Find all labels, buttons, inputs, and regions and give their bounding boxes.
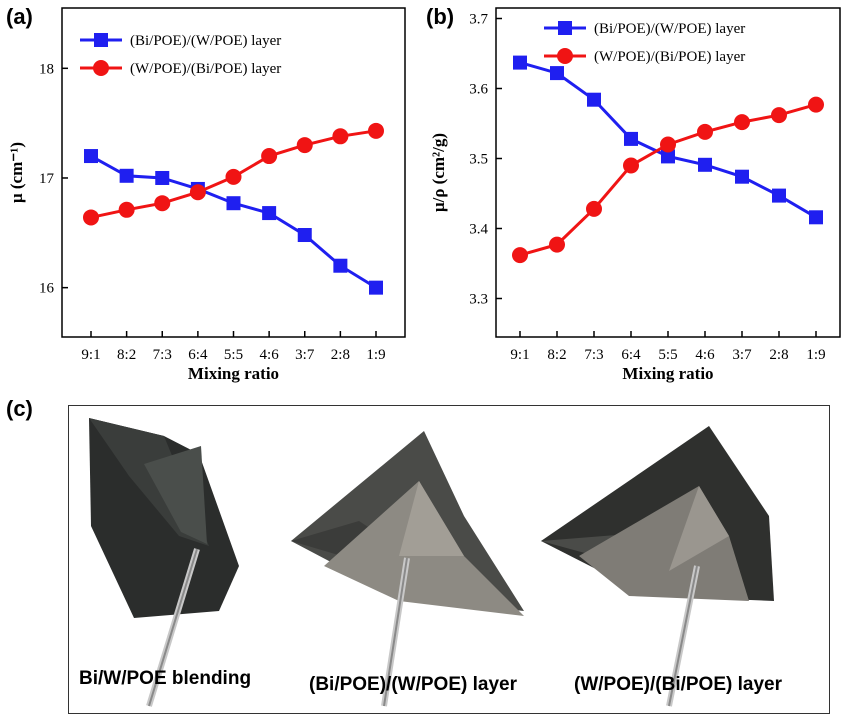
chart-b-point-circle: [697, 123, 713, 140]
chart-b-point-square: [587, 92, 601, 107]
chart-a-xtick-label: 1:9: [366, 347, 385, 363]
chart-b-point-square: [513, 55, 527, 70]
chart-a-point-circle: [118, 201, 135, 218]
chart-a-xtick-label: 8:2: [117, 347, 136, 363]
chart-b-yaxis-title: μ/ρ (cm²/g): [429, 133, 448, 212]
chart-a-yaxis-title: μ (cm⁻¹): [7, 142, 26, 203]
sample-photo-w-bi-layer: [541, 426, 774, 707]
panel-label-b: (b): [426, 4, 455, 29]
caption-bi-w-layer: (Bi/POE)/(W/POE) layer: [309, 674, 517, 695]
chart-b-xtick-label: 8:2: [547, 347, 566, 363]
chart-a-xaxis-title: Mixing ratio: [188, 364, 279, 383]
chart-b-ytick-label: 3.7: [469, 12, 488, 28]
chart-b-xtick-label: 9:1: [510, 347, 529, 363]
chart-b-legend-marker-1: [557, 48, 573, 64]
chart-a-ytick-label: 17: [39, 171, 55, 187]
chart-b-legend-marker-0: [558, 21, 572, 35]
chart-a-point-square: [297, 228, 312, 243]
chart-b-point-square: [624, 131, 638, 146]
chart-a-point-square: [226, 196, 241, 211]
chart-b-point-circle: [734, 114, 750, 131]
chart-b-point-square: [809, 210, 823, 225]
chart-a-point-circle: [225, 168, 242, 185]
chart-a-xtick-label: 6:4: [188, 347, 208, 363]
sample-photo-bi-w-layer: [291, 431, 524, 707]
chart-b-point-square: [661, 149, 675, 164]
chart-b-xtick-label: 3:7: [732, 347, 752, 363]
chart-b-xtick-label: 2:8: [769, 347, 788, 363]
chart-b-xtick-label: 5:5: [658, 347, 677, 363]
panel-label-c: (c): [6, 396, 33, 421]
chart-a-point-circle: [296, 137, 313, 154]
chart-a-point-circle: [332, 128, 349, 145]
chart-a-xtick-label: 5:5: [224, 347, 243, 363]
chart-a-point-circle: [154, 195, 171, 212]
chart-a-xtick-label: 3:7: [295, 347, 315, 363]
chart-b-point-circle: [623, 157, 639, 174]
chart-b-point-circle: [771, 107, 787, 124]
photo-illustrations: [89, 418, 774, 707]
chart-a-point-circle: [261, 148, 278, 165]
chart-a: 16 17 18 9:1 8:2 7:3 6:4 5:5 4:6 3:7 2:8 1:9 Mixing …: [7, 7, 406, 383]
chart-a-xtick-label: 7:3: [153, 347, 172, 363]
caption-w-bi-layer: (W/POE)/(Bi/POE) layer: [574, 674, 782, 695]
chart-a-point-square: [333, 258, 348, 273]
chart-b-xtick-label: 4:6: [695, 347, 715, 363]
chart-a-point-circle: [368, 122, 384, 139]
panel-label-a: (a): [6, 4, 33, 29]
chart-a-xtick-label: 2:8: [331, 347, 350, 363]
chart-a-point-circle: [83, 209, 99, 226]
caption-blending: Bi/W/POE blending: [79, 668, 252, 689]
chart-b-point-square: [772, 188, 786, 203]
chart-b-legend-label-0: (Bi/POE)/(W/POE) layer: [594, 21, 745, 37]
chart-b-ytick-label: 3.4: [469, 222, 488, 238]
chart-a-ytick-label: 16: [39, 281, 55, 297]
chart-b-point-circle: [549, 236, 565, 253]
chart-b-ytick-label: 3.3: [469, 292, 488, 308]
photo-panel: Bi/W/POE blending (Bi/POE)/(W/POE) layer…: [68, 405, 830, 714]
chart-b-xtick-label: 6:4: [621, 347, 641, 363]
chart-a-xtick-label: 4:6: [260, 347, 280, 363]
chart-b-point-circle: [512, 247, 528, 264]
chart-b-point-circle: [808, 96, 824, 113]
chart-a-point-square: [84, 149, 98, 164]
chart-b-point-circle: [660, 136, 676, 153]
chart-b-legend-label-1: (W/POE)/(Bi/POE) layer: [594, 49, 745, 65]
chart-b: 3.3 3.4 3.5 3.6 3.7 9:1 8:2 7:3 6:4 5:5 4:6 3:7 2:8 1…: [429, 7, 841, 383]
chart-b-ytick-label: 3.6: [469, 82, 488, 98]
chart-b-xtick-label: 1:9: [806, 347, 825, 363]
chart-a-point-square: [155, 170, 170, 185]
chart-a-point-square: [119, 168, 134, 183]
chart-b-point-circle: [586, 200, 602, 217]
chart-b-point-square: [698, 157, 712, 172]
chart-b-xaxis-title: Mixing ratio: [622, 364, 713, 383]
chart-b-xtick-label: 7:3: [584, 347, 603, 363]
chart-a-ytick-label: 18: [39, 61, 54, 77]
chart-b-ytick-label: 3.5: [469, 152, 488, 168]
chart-a-point-square: [262, 206, 277, 221]
chart-b-series-line-1: [519, 103, 817, 257]
chart-a-xtick-label: 9:1: [81, 347, 100, 363]
chart-b-point-square: [735, 169, 749, 184]
chart-a-point-square: [369, 280, 383, 295]
chart-a-legend-marker-0: [94, 33, 108, 47]
chart-a-point-circle: [189, 184, 206, 201]
sample-photo-blending: [89, 418, 239, 707]
chart-b-point-square: [550, 66, 564, 81]
chart-a-legend-label-0: (Bi/POE)/(W/POE) layer: [130, 33, 281, 49]
chart-a-legend-label-1: (W/POE)/(Bi/POE) layer: [130, 61, 281, 77]
chart-a-legend-marker-1: [93, 60, 109, 76]
